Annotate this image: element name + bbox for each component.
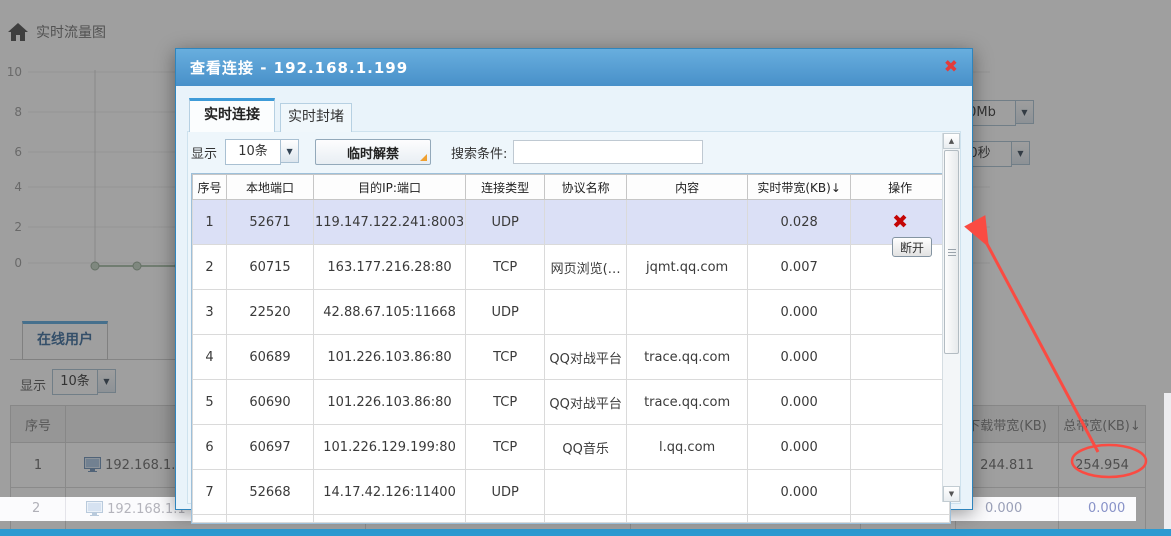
connection-row[interactable]: 5 60690 101.226.103.86:80 TCP QQ对战平台 tra… [192,379,951,425]
page-scrollbar-strip[interactable] [1164,393,1171,536]
connection-row-partial [192,514,951,523]
view-connections-dialog: 查看连接 - 192.168.1.199 ✖ 实时连接 实时封堵 显示 10条 … [175,48,973,524]
computer-icon [86,501,103,516]
connections-toolbar: 显示 10条 ▼ 临时解禁 搜索条件: [191,138,704,166]
connections-header-row: 序号 本地端口 目的IP:端口 连接类型 协议名称 内容 实时带宽(KB)↓ 操… [192,174,951,200]
close-icon[interactable]: ✖ [943,57,958,77]
temporary-unban-button[interactable]: 临时解禁 [315,139,432,165]
ytick-8: 8 [14,105,22,119]
connection-row[interactable]: 1 52671 119.147.122.241:8003 UDP 0.028 ✖ [192,199,951,245]
breadcrumb: 实时流量图 [8,22,106,42]
header-action[interactable]: 操作 [850,174,951,200]
dialog-title: 查看连接 - 192.168.1.199 [190,59,409,77]
search-label: 搜索条件: [451,146,508,162]
scrollbar-thumb[interactable] [944,150,959,354]
display-label: 显示 [20,379,47,394]
chevron-down-icon[interactable]: ▼ [98,369,116,393]
chevron-down-icon[interactable]: ▼ [281,139,300,163]
connections-table-wrap: 序号 本地端口 目的IP:端口 连接类型 协议名称 内容 实时带宽(KB)↓ 操… [191,173,952,524]
header-dest[interactable]: 目的IP:端口 [312,174,467,200]
band-cell-ip: 192.168.1.1 [86,501,186,517]
display-label: 显示 [191,146,218,162]
dialog-tabs: 实时连接 实时封堵 [189,98,352,132]
page-title: 实时流量图 [36,25,106,41]
computer-icon [84,457,101,472]
delete-connection-icon[interactable]: ✖ [892,210,909,233]
header-protocol[interactable]: 协议名称 [544,174,628,200]
header-no[interactable]: 序号 [10,405,66,443]
dialog-titlebar[interactable]: 查看连接 - 192.168.1.199 ✖ [176,49,972,86]
disconnect-button[interactable]: 断开 [892,237,932,257]
ytick-4: 4 [14,180,22,194]
header-no[interactable]: 序号 [192,174,227,200]
connections-table: 序号 本地端口 目的IP:端口 连接类型 协议名称 内容 实时带宽(KB)↓ 操… [192,174,951,523]
page-size-select[interactable]: 10条 ▼ [225,139,300,165]
connection-row[interactable]: 6 60697 101.226.129.199:80 TCP QQ音乐 l.qq… [192,424,951,470]
scroll-up-icon[interactable]: ▲ [943,133,960,149]
tab-realtime-blocks[interactable]: 实时封堵 [280,103,352,132]
chevron-down-icon[interactable]: ▼ [1012,141,1030,165]
band-cell-no: 2 [32,501,41,516]
connection-row[interactable]: 4 60689 101.226.103.86:80 TCP QQ对战平台 tra… [192,334,951,380]
connection-row[interactable]: 7 52668 14.17.42.126:11400 UDP 0.000 [192,469,951,515]
scroll-down-icon[interactable]: ▼ [943,486,960,502]
search-input[interactable] [513,140,704,164]
band-cell-download: 0.000 [985,501,1023,516]
ytick-10: 10 [6,65,22,79]
header-content[interactable]: 内容 [626,174,749,200]
header-conn-type[interactable]: 连接类型 [465,174,546,200]
connections-scrollbar[interactable]: ▲ ▼ [942,133,960,502]
connections-panel: 显示 10条 ▼ 临时解禁 搜索条件: 序号 本地端口 [187,131,961,524]
bottom-accent-bar [0,529,1171,536]
connection-row[interactable]: 2 60715 163.177.216.28:80 TCP 网页浏览(… jqm… [192,244,951,290]
home-icon[interactable] [8,23,28,41]
connection-row[interactable]: 3 22520 42.88.67.105:11668 UDP 0.000 [192,289,951,335]
page-size-value: 10条 [52,369,98,395]
ytick-6: 6 [14,145,22,159]
tab-realtime-connections[interactable]: 实时连接 [189,98,275,132]
band-cell-total: 0.000 [1088,501,1126,516]
ytick-0: 0 [14,256,22,270]
header-bandwidth-sort[interactable]: 实时带宽(KB)↓ [747,174,852,200]
tab-online-users[interactable]: 在线用户 [22,321,108,360]
header-local-port[interactable]: 本地端口 [226,174,314,200]
chevron-down-icon[interactable]: ▼ [1016,100,1034,124]
page-size-select[interactable]: 10条 ▼ [52,369,116,395]
page-size-value: 10条 [225,139,282,165]
ytick-2: 2 [14,220,22,234]
